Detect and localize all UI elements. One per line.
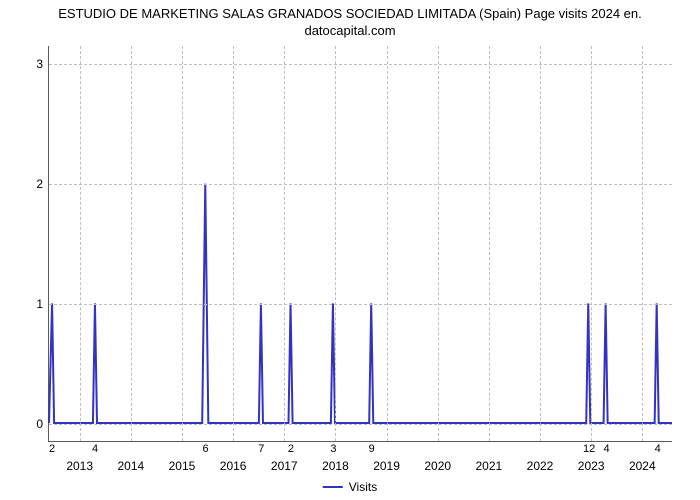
legend: Visits — [323, 480, 377, 494]
gridline-vertical — [540, 46, 541, 441]
gridline-vertical — [233, 46, 234, 441]
peak-value-label: 6 — [202, 441, 208, 455]
gridline-vertical — [335, 46, 336, 441]
chart-title-line1: ESTUDIO DE MARKETING SALAS GRANADOS SOCI… — [58, 6, 642, 21]
y-tick-label: 0 — [36, 417, 49, 431]
gridline-vertical — [131, 46, 132, 441]
legend-swatch — [323, 486, 343, 488]
x-tick-year-label: 2014 — [117, 441, 144, 473]
peak-value-label: 9 — [369, 441, 375, 455]
peak-value-label: 4 — [603, 441, 609, 455]
gridline-horizontal — [49, 424, 672, 425]
y-tick-label: 3 — [36, 57, 49, 71]
x-tick-year-label: 2022 — [527, 441, 554, 473]
series-line — [49, 46, 672, 441]
chart-container: ESTUDIO DE MARKETING SALAS GRANADOS SOCI… — [0, 0, 700, 500]
gridline-vertical — [591, 46, 592, 441]
gridline-vertical — [642, 46, 643, 441]
gridline-vertical — [387, 46, 388, 441]
peak-value-label: 4 — [92, 441, 98, 455]
gridline-horizontal — [49, 184, 672, 185]
x-tick-year-label: 2021 — [476, 441, 503, 473]
legend-label: Visits — [349, 480, 377, 494]
peak-value-label: 12 — [583, 441, 595, 455]
peak-value-label: 3 — [330, 441, 336, 455]
x-tick-year-label: 2016 — [220, 441, 247, 473]
gridline-vertical — [489, 46, 490, 441]
peak-value-label: 4 — [655, 441, 661, 455]
gridline-vertical — [284, 46, 285, 441]
chart-title-line2: datocapital.com — [304, 23, 395, 38]
gridline-vertical — [182, 46, 183, 441]
y-tick-label: 1 — [36, 297, 49, 311]
peak-value-label: 7 — [258, 441, 264, 455]
gridline-horizontal — [49, 64, 672, 65]
peak-value-label: 2 — [49, 441, 55, 455]
gridline-vertical — [438, 46, 439, 441]
x-tick-year-label: 2024 — [629, 441, 656, 473]
gridline-vertical — [80, 46, 81, 441]
x-tick-year-label: 2013 — [66, 441, 93, 473]
chart-title: ESTUDIO DE MARKETING SALAS GRANADOS SOCI… — [0, 6, 700, 40]
x-tick-year-label: 2020 — [424, 441, 451, 473]
plot-area: 0123201320142015201620172018201920202021… — [48, 46, 672, 442]
peak-value-label: 2 — [288, 441, 294, 455]
x-tick-year-label: 2019 — [373, 441, 400, 473]
gridline-horizontal — [49, 304, 672, 305]
x-tick-year-label: 2015 — [169, 441, 196, 473]
y-tick-label: 2 — [36, 177, 49, 191]
